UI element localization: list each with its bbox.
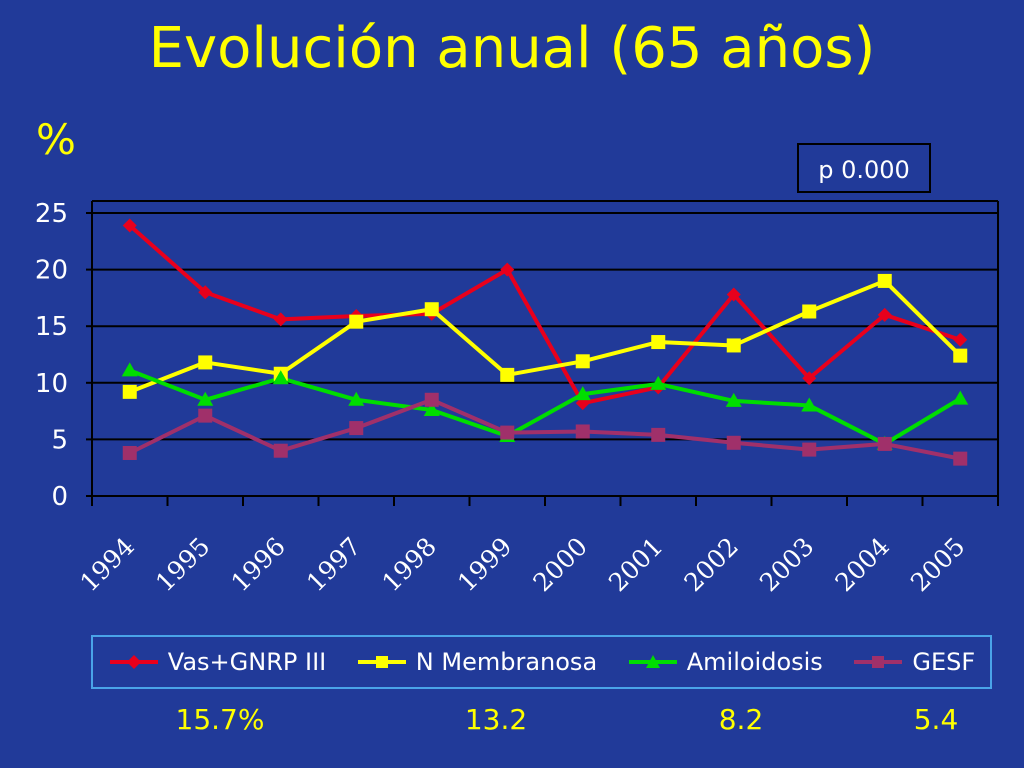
x-tick-label: 1995 — [150, 532, 215, 597]
data-point — [500, 367, 515, 382]
data-point — [651, 427, 666, 442]
data-point — [122, 384, 137, 399]
y-tick-label: 5 — [51, 425, 68, 455]
data-point — [272, 370, 289, 385]
x-tick-label: 1996 — [225, 532, 290, 597]
data-point — [802, 304, 817, 319]
series-line — [128, 397, 961, 461]
data-point — [122, 445, 137, 460]
x-tick-label: 2000 — [527, 532, 592, 597]
y-tick-label: 10 — [35, 369, 68, 399]
summary-row: 15.7% 13.2 8.2 5.4 — [0, 700, 1024, 740]
data-point — [273, 443, 288, 458]
chart-title: Evolución anual (65 años) — [148, 16, 876, 81]
y-tick-label: 25 — [35, 199, 68, 229]
data-point — [574, 386, 591, 401]
x-tick-label: 1994 — [74, 532, 139, 597]
y-tick-label: 20 — [35, 256, 68, 286]
data-point — [348, 391, 365, 406]
y-tick-label: 15 — [35, 312, 68, 342]
data-point — [725, 392, 742, 407]
summary-value: 13.2 — [464, 703, 528, 736]
legend-item-amiloidosis: Amiloidosis — [627, 648, 823, 676]
data-point — [953, 348, 968, 363]
x-tick-label: 2002 — [678, 532, 743, 597]
legend-item-membranosa: N Membranosa — [356, 648, 597, 676]
data-point — [575, 424, 590, 439]
legend-label: N Membranosa — [415, 648, 598, 676]
x-tick-label: 1998 — [376, 532, 441, 597]
summary-value: 8.2 — [718, 703, 764, 736]
legend-item-vas: Vas+GNRP III — [108, 648, 326, 676]
legend-label: Vas+GNRP III — [167, 648, 327, 676]
data-point — [802, 371, 817, 386]
data-point — [801, 397, 818, 412]
x-tick-label: 2005 — [905, 532, 970, 597]
data-point — [877, 307, 892, 322]
data-point — [953, 332, 968, 347]
series-line — [129, 278, 962, 394]
data-point — [877, 273, 892, 288]
y-unit-label: % — [36, 115, 76, 164]
data-point — [197, 391, 214, 406]
data-point — [650, 375, 667, 390]
data-point — [198, 355, 213, 370]
data-point — [952, 390, 969, 405]
data-point — [726, 287, 741, 302]
data-point — [198, 408, 213, 423]
data-point — [424, 302, 439, 317]
data-point — [726, 338, 741, 353]
y-tick-label: 0 — [51, 482, 68, 512]
data-point — [423, 401, 440, 416]
data-point — [122, 218, 137, 233]
data-point — [349, 314, 364, 329]
x-tick-label: 1999 — [452, 532, 517, 597]
legend-marker-square-icon — [854, 656, 903, 668]
data-point — [877, 436, 892, 451]
data-point — [198, 285, 213, 300]
summary-value: 15.7% — [175, 703, 265, 736]
data-point — [726, 435, 741, 450]
legend-marker-square-icon — [357, 656, 406, 668]
data-point — [424, 392, 439, 407]
data-point — [121, 362, 138, 377]
legend-item-gesf: GESF — [852, 648, 975, 676]
x-tick-label: 1997 — [301, 532, 366, 597]
data-point — [651, 335, 666, 350]
p-value-box: p 0.000 — [797, 143, 931, 193]
chart-legend: Vas+GNRP III N Membranosa Amiloidosis GE… — [91, 635, 992, 689]
legend-marker-triangle-icon — [628, 655, 677, 668]
data-point — [349, 421, 364, 436]
data-point — [575, 354, 590, 369]
x-tick-label: 2001 — [603, 532, 668, 597]
x-tick-label: 2003 — [754, 532, 819, 597]
legend-marker-diamond-icon — [109, 655, 158, 669]
series-line — [129, 368, 962, 446]
x-tick-label: 2004 — [829, 532, 894, 597]
legend-label: Amiloidosis — [686, 648, 823, 676]
series-line — [128, 223, 961, 406]
summary-value: 5.4 — [913, 703, 959, 736]
data-point — [273, 312, 288, 327]
data-point — [500, 262, 515, 277]
data-point — [500, 425, 515, 440]
data-point — [953, 451, 968, 466]
legend-label: GESF — [912, 648, 976, 676]
data-point — [802, 442, 817, 457]
